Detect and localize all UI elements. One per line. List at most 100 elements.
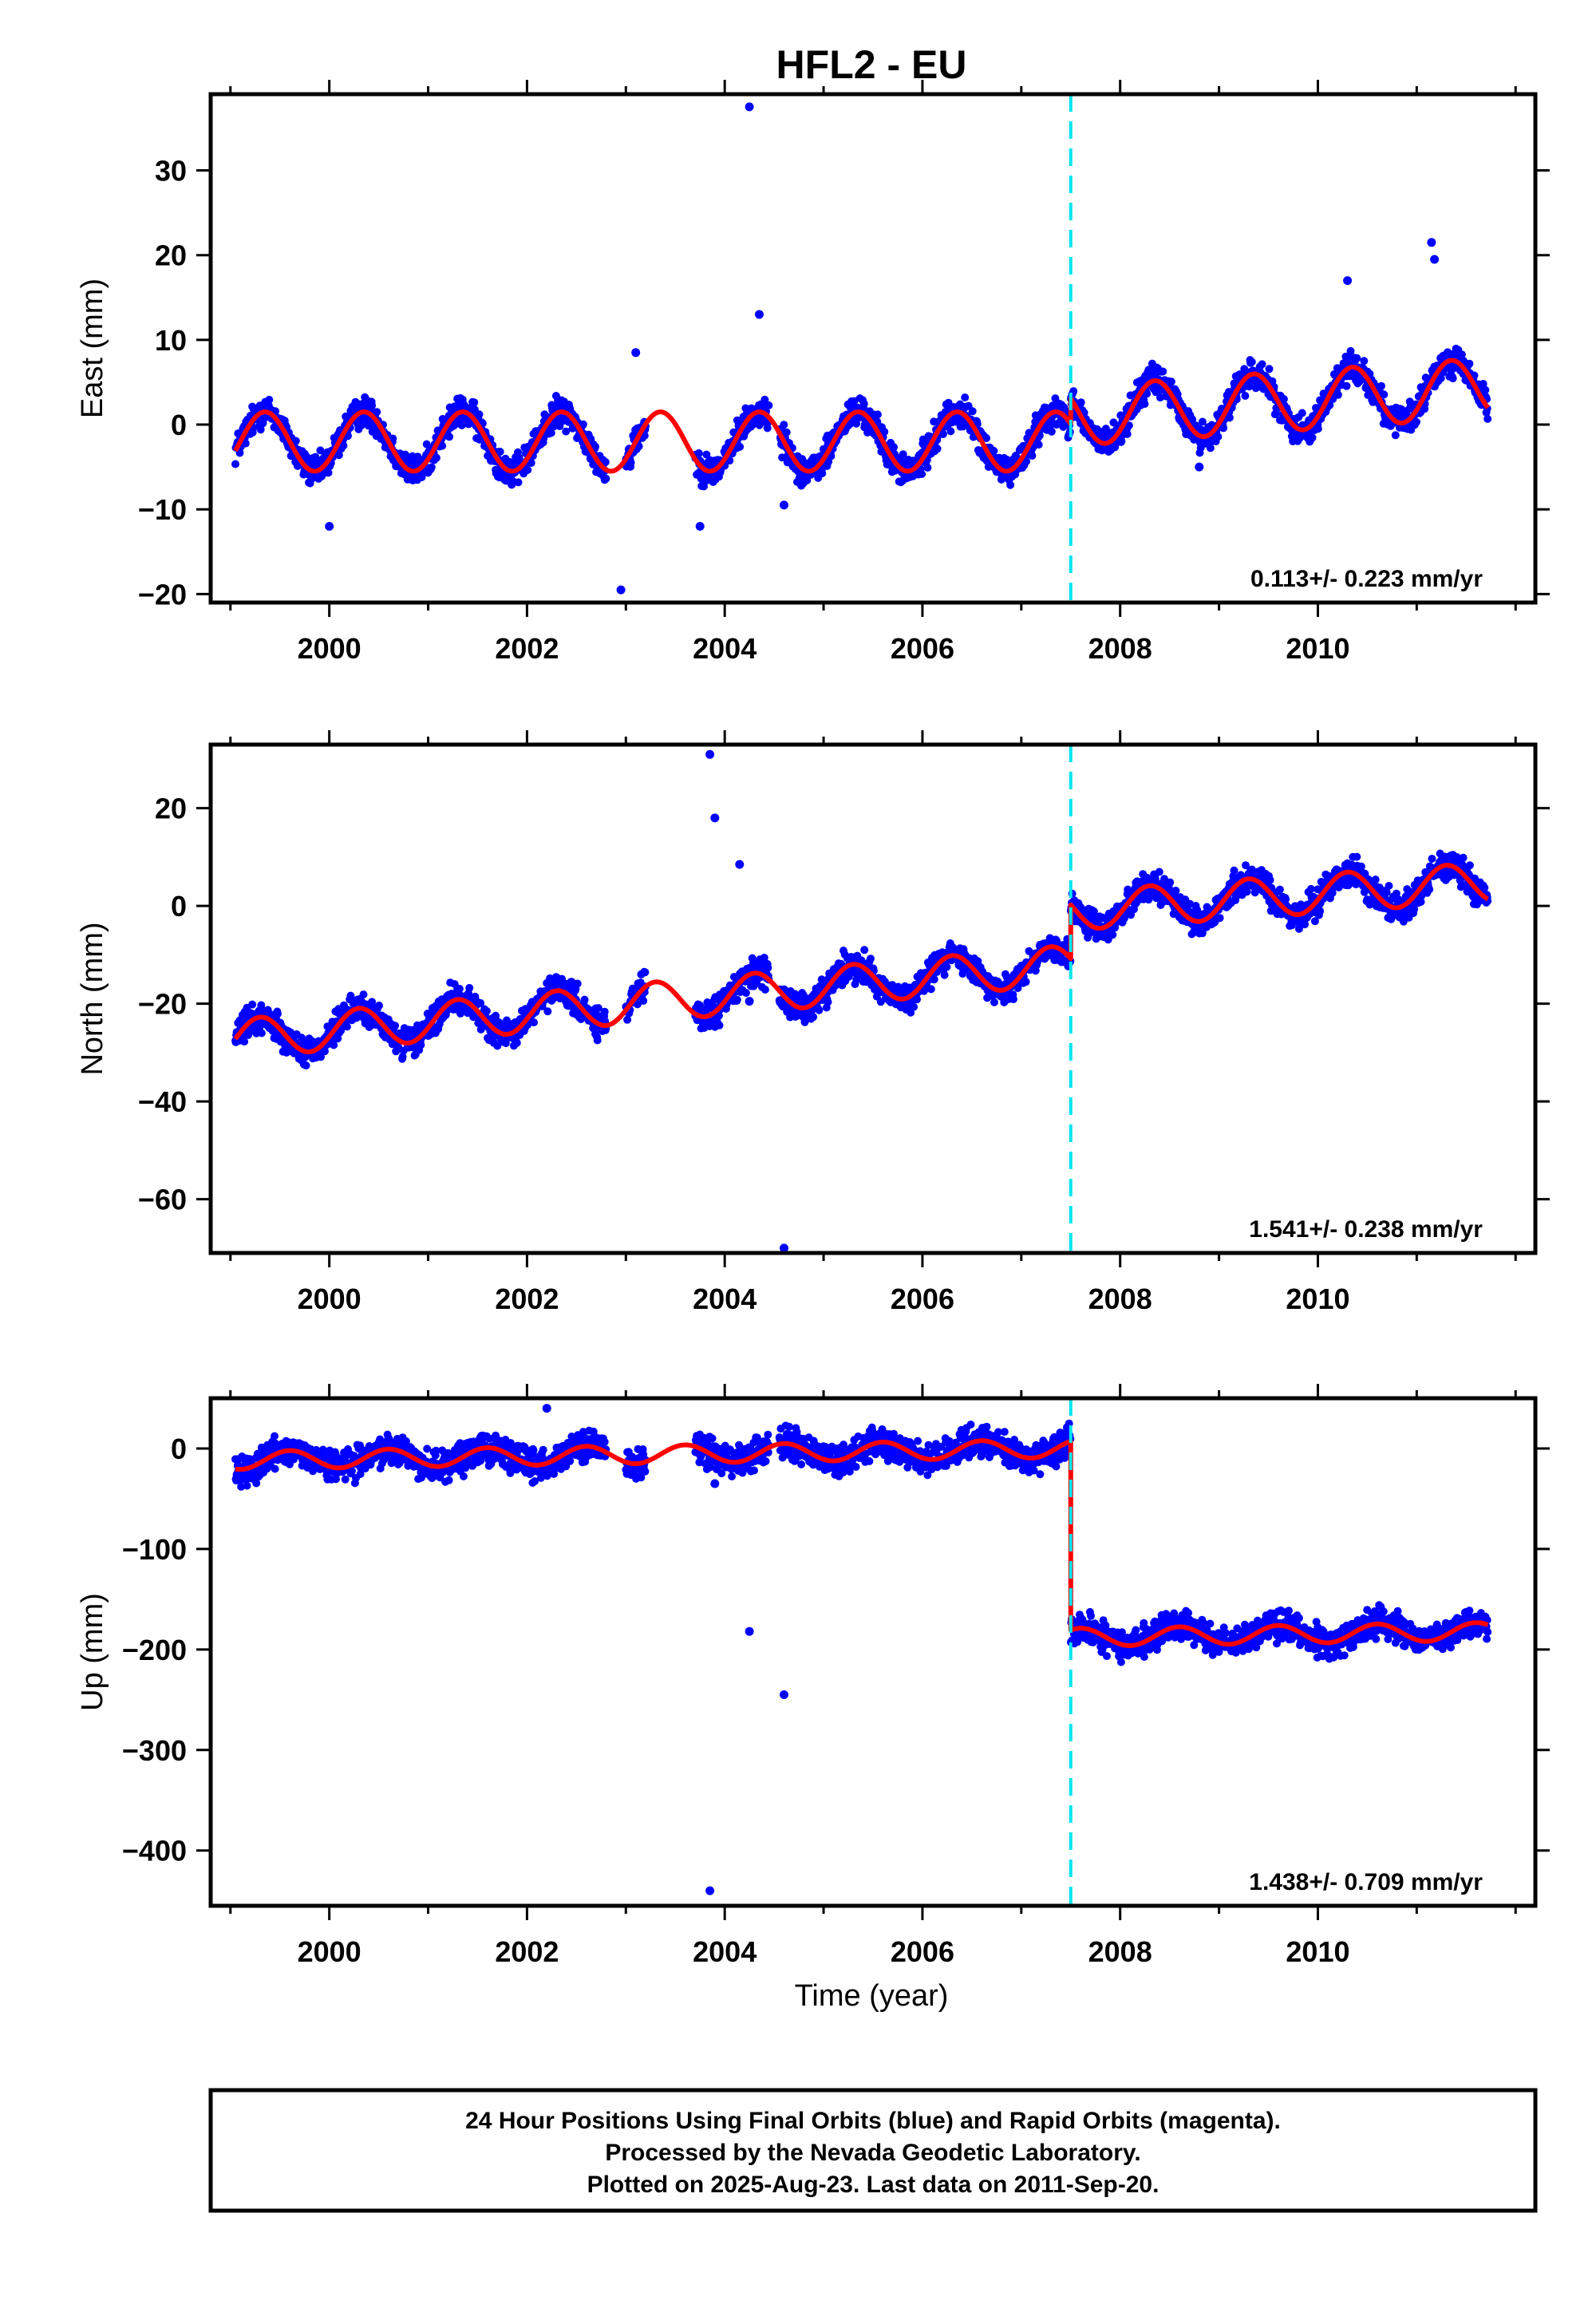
- east-outlier-point: [325, 522, 334, 531]
- east-outlier-point: [780, 500, 788, 510]
- east-x-tick-label: 2000: [298, 632, 361, 665]
- north-point: [809, 1013, 818, 1022]
- north-point: [764, 963, 772, 972]
- north-point: [1021, 978, 1030, 986]
- east-point: [933, 445, 942, 453]
- east-point: [1380, 390, 1389, 399]
- east-point: [923, 464, 932, 472]
- east-point: [782, 428, 791, 437]
- east-outlier-point: [1343, 276, 1353, 286]
- east-point: [1465, 359, 1474, 368]
- north-point: [1316, 907, 1325, 915]
- east-y-tick-label: −10: [138, 493, 187, 526]
- north-point: [465, 983, 474, 992]
- north-point: [867, 954, 875, 963]
- east-point: [1481, 385, 1490, 394]
- east-x-tick-label: 2004: [693, 632, 757, 665]
- north-point: [482, 1006, 491, 1015]
- east-point: [694, 449, 703, 457]
- north-point: [580, 995, 589, 1004]
- east-outlier-point: [1427, 238, 1436, 247]
- north-point: [641, 968, 650, 977]
- east-point: [265, 395, 274, 404]
- east-point: [427, 463, 436, 472]
- north-point: [1155, 868, 1163, 876]
- north-point: [815, 1006, 824, 1014]
- east-point: [601, 458, 610, 466]
- east-point: [373, 408, 381, 417]
- north-point: [715, 1021, 724, 1030]
- east-point: [389, 434, 397, 443]
- north-data-points: [231, 749, 1492, 1253]
- north-point: [375, 1002, 383, 1010]
- east-point: [626, 458, 635, 467]
- east-point: [1047, 427, 1056, 436]
- east-point: [1140, 400, 1149, 409]
- east-point: [1483, 414, 1492, 423]
- north-point: [359, 990, 368, 999]
- north-point: [600, 1007, 609, 1016]
- east-point: [368, 401, 377, 409]
- east-point: [527, 459, 535, 467]
- north-point: [302, 1061, 310, 1070]
- east-point: [231, 460, 239, 468]
- east-point: [562, 427, 571, 436]
- east-y-tick-label: 30: [155, 155, 187, 188]
- east-point: [1225, 413, 1234, 422]
- east-point: [1333, 390, 1342, 399]
- east-point: [859, 399, 868, 408]
- chart-title: HFL2 - EU: [776, 42, 967, 87]
- east-y-tick-label: −20: [138, 578, 187, 611]
- north-point: [342, 1022, 351, 1031]
- east-frame: [208, 92, 1538, 605]
- east-outlier-point: [1195, 462, 1204, 472]
- north-point: [593, 1036, 602, 1045]
- east-point: [778, 453, 787, 462]
- east-point: [550, 422, 559, 431]
- east-point: [470, 398, 479, 407]
- north-point: [926, 985, 935, 994]
- north-point: [940, 970, 949, 979]
- north-point: [860, 946, 869, 954]
- east-point: [890, 443, 898, 452]
- east-x-tick-label: 2008: [1088, 632, 1152, 665]
- east-y-tick-label: 20: [155, 239, 187, 272]
- east-point: [736, 442, 745, 451]
- north-point: [1266, 875, 1274, 884]
- east-point: [1412, 417, 1420, 426]
- east-x-tick-label: 2006: [891, 632, 954, 665]
- east-point: [241, 439, 250, 448]
- north-point: [760, 986, 769, 994]
- north-point: [1171, 887, 1180, 895]
- north-point: [543, 1007, 552, 1016]
- north-point: [417, 1041, 425, 1049]
- north-point: [733, 995, 741, 1004]
- east-point: [432, 453, 440, 462]
- east-point: [873, 410, 882, 419]
- east-outlier-point: [755, 310, 764, 319]
- east-point: [1214, 433, 1223, 441]
- east-point: [1258, 360, 1266, 369]
- north-point: [1275, 885, 1284, 894]
- east-outlier-point: [1430, 255, 1440, 264]
- north-point: [1166, 878, 1175, 887]
- east-point: [1353, 354, 1361, 362]
- north-point: [530, 1018, 538, 1027]
- north-point: [1108, 931, 1117, 939]
- north-point: [257, 1029, 266, 1037]
- north-point: [1009, 995, 1017, 1003]
- east-data-points: [231, 102, 1492, 595]
- east-point: [1314, 425, 1322, 433]
- east-y-tick-label: 10: [155, 324, 187, 357]
- east-outlier-point: [745, 102, 754, 112]
- east-point: [1391, 431, 1400, 440]
- north-point: [930, 975, 938, 984]
- east-point: [1247, 358, 1256, 366]
- north-point: [573, 979, 582, 988]
- east-point: [780, 421, 788, 429]
- east-point: [1360, 357, 1369, 366]
- north-point: [391, 1022, 400, 1030]
- east-point: [1077, 398, 1085, 407]
